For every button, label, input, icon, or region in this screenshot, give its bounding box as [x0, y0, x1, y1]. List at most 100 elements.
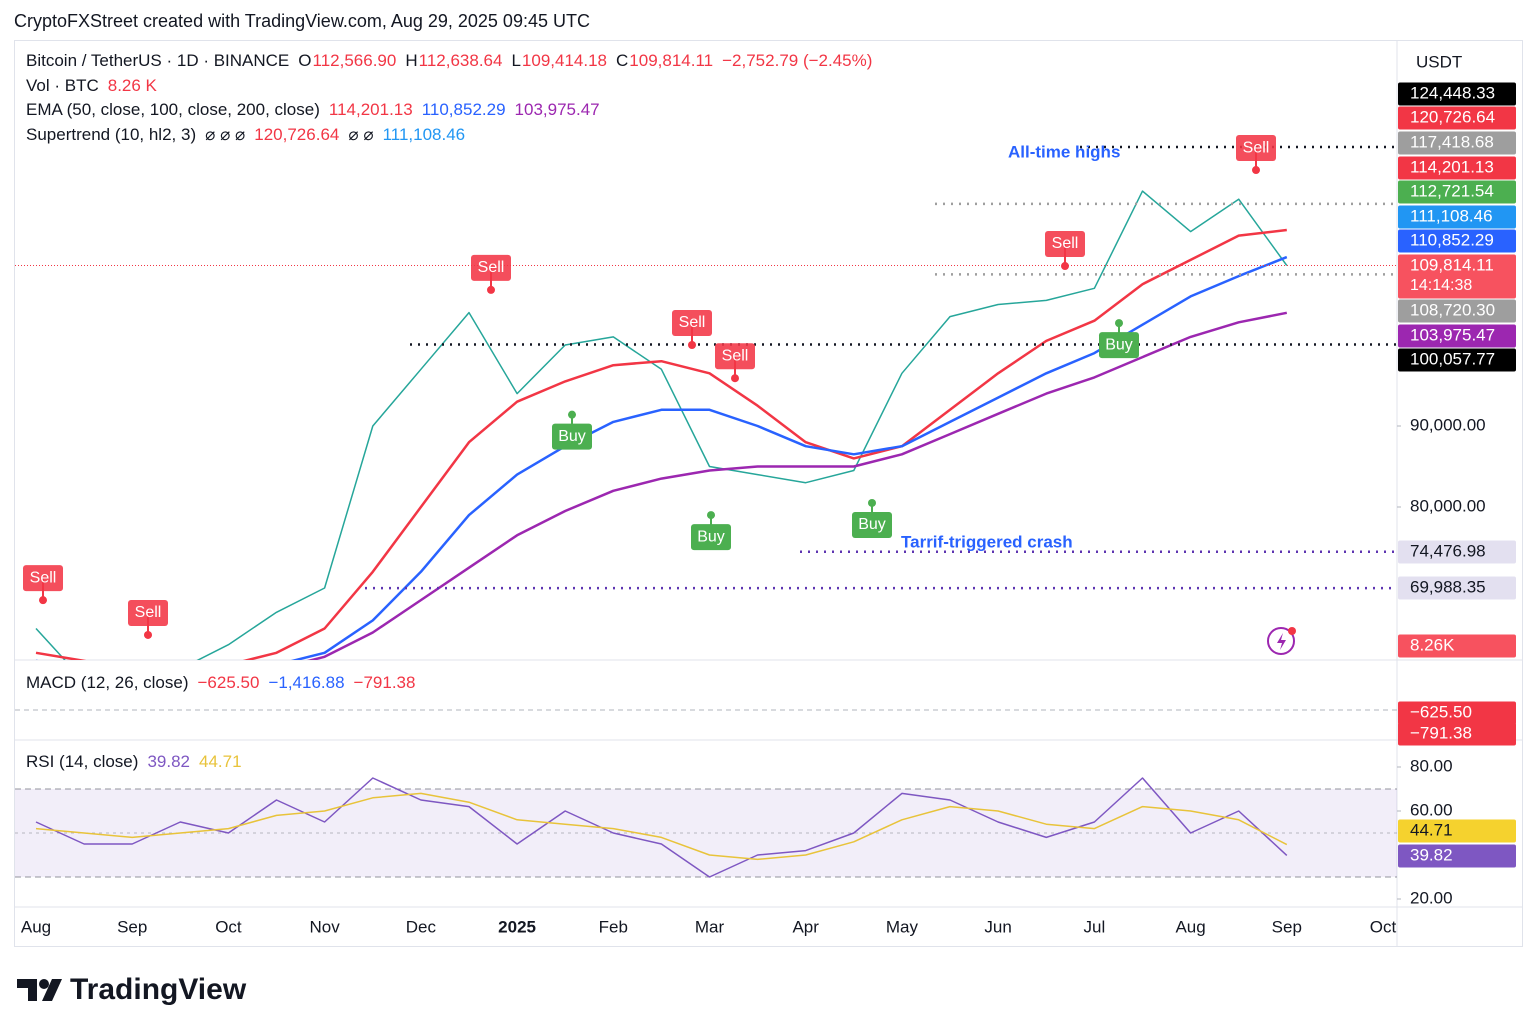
price-label: 124,448.33: [1410, 83, 1495, 102]
signal-box: [691, 524, 731, 551]
signal-box: [1236, 135, 1276, 162]
x-tick-label: Oct: [215, 917, 242, 936]
rsi-label: 39.82: [1410, 845, 1453, 864]
x-tick-label: Jul: [1083, 917, 1105, 936]
price-label-box: [1398, 131, 1516, 155]
legend-item: 112,566.90: [313, 51, 397, 70]
frame: [14, 40, 1523, 947]
legend-item: ⌀ ⌀: [348, 125, 373, 144]
annotation: Tarrif-triggered crash: [901, 532, 1073, 551]
legend-item: Vol · BTC: [26, 76, 99, 95]
rsi-label-box: [1398, 819, 1516, 843]
y-tick-label: 90,000.00: [1410, 415, 1486, 434]
volume-label: 8.26K: [1410, 635, 1455, 654]
signal-dot: [487, 285, 495, 294]
legend-item: −791.38: [354, 673, 416, 692]
legend-item: EMA (50, close, 100, close, 200, close): [26, 100, 320, 119]
rsi-label: 44.71: [1410, 820, 1453, 839]
price-label-box: [1398, 205, 1516, 229]
signal-dot: [1061, 262, 1069, 271]
macd-label: −791.38: [1410, 723, 1472, 742]
price-label-box: [1398, 180, 1516, 204]
price-label-box: [1398, 229, 1516, 253]
signal-label: Buy: [1105, 336, 1133, 353]
currency: USDT: [1416, 52, 1462, 71]
legend-item: H: [405, 51, 417, 70]
macd-label-box: [1398, 722, 1516, 746]
legend-item: 103,975.47: [515, 100, 600, 119]
legend-item: 44.71: [199, 752, 242, 771]
signal-box: [715, 343, 755, 370]
legend-item: Supertrend (10, hl2, 3): [26, 125, 196, 144]
price-label-box: [1398, 82, 1516, 106]
y-tick-label: 20.00: [1410, 888, 1453, 907]
price-label: 114,201.13: [1410, 157, 1494, 176]
legend-item: MACD (12, 26, close): [26, 673, 189, 692]
legend-item: O: [298, 51, 311, 70]
price-label-box: [1398, 576, 1516, 600]
price-label: 109,814.11: [1410, 255, 1494, 274]
x-tick-label: Sep: [117, 917, 147, 936]
signal-label: Buy: [558, 428, 586, 445]
signal-dot: [731, 374, 739, 383]
price-label: 111,108.46: [1410, 206, 1493, 225]
macd-label-box: [1398, 701, 1516, 725]
signal-label: Sell: [722, 347, 749, 364]
signal-dot: [707, 511, 715, 520]
price-label: 103,975.47: [1410, 325, 1495, 344]
rsi-band: [15, 788, 1397, 877]
x-tick-label: 2025: [498, 917, 536, 936]
price-label-box: [1398, 254, 1516, 299]
legend-item: ⌀ ⌀ ⌀: [205, 125, 245, 144]
header: CryptoFXStreet created with TradingView.…: [14, 11, 590, 31]
series-line: [35, 792, 1288, 861]
volume-label-box: [1398, 634, 1516, 658]
price-label: 108,720.30: [1410, 300, 1495, 319]
macd-label: −625.50: [1410, 702, 1472, 721]
legend-item: L: [511, 51, 520, 70]
series-line: [306, 311, 1288, 660]
signal-box: [1099, 332, 1139, 359]
x-tick-label: Oct: [1370, 917, 1397, 936]
price-label-box: [1398, 106, 1516, 130]
lightning-icon: [1267, 627, 1296, 655]
signal-dot: [39, 596, 47, 605]
x-tick-label: Jun: [984, 917, 1011, 936]
legend-item: 112,638.64: [419, 51, 503, 70]
x-tick-label: Aug: [1175, 917, 1205, 936]
legend-item: 109,814.11: [629, 51, 713, 70]
x-tick-label: Apr: [792, 917, 819, 936]
signal-dot: [1252, 166, 1260, 175]
legend-item: −625.50: [198, 673, 260, 692]
x-tick-label: Aug: [21, 917, 51, 936]
signal-label: Sell: [1052, 235, 1079, 252]
countdown: 14:14:38: [1410, 277, 1472, 294]
signal-box: [852, 511, 892, 538]
signal-box: [128, 599, 168, 626]
logo-icon: [17, 979, 62, 1001]
signal-box: [672, 309, 712, 336]
series-line: [35, 228, 1287, 660]
legend-item: RSI (14, close): [26, 752, 138, 771]
x-tick-label: Sep: [1272, 917, 1302, 936]
signal-label: Buy: [697, 528, 725, 545]
x-tick-label: Feb: [599, 917, 628, 936]
legend-item: −2,752.79 (−2.45%): [722, 51, 872, 70]
y-tick-label: 60.00: [1410, 800, 1453, 819]
legend-item: 120,726.64: [254, 125, 339, 144]
price-label: 120,726.64: [1410, 107, 1495, 126]
legend-row: Supertrend (10, hl2, 3) ⌀ ⌀ ⌀ 120,726.64 ⌀ …: [26, 125, 465, 144]
price-label: 100,057.77: [1410, 349, 1495, 368]
legend-row: Vol · BTC 8.26 K: [26, 76, 158, 95]
price-label-box: [1398, 540, 1516, 564]
price-label-box: [1398, 299, 1516, 323]
signal-dot: [144, 630, 152, 639]
signal-label: Sell: [135, 604, 162, 621]
x-tick-label: May: [886, 917, 919, 936]
legend-item: 110,852.29: [422, 100, 506, 119]
signal-label: Sell: [478, 259, 505, 276]
signal-box: [552, 423, 592, 450]
signal-box: [1045, 231, 1085, 258]
price-label: 69,988.35: [1410, 577, 1486, 596]
